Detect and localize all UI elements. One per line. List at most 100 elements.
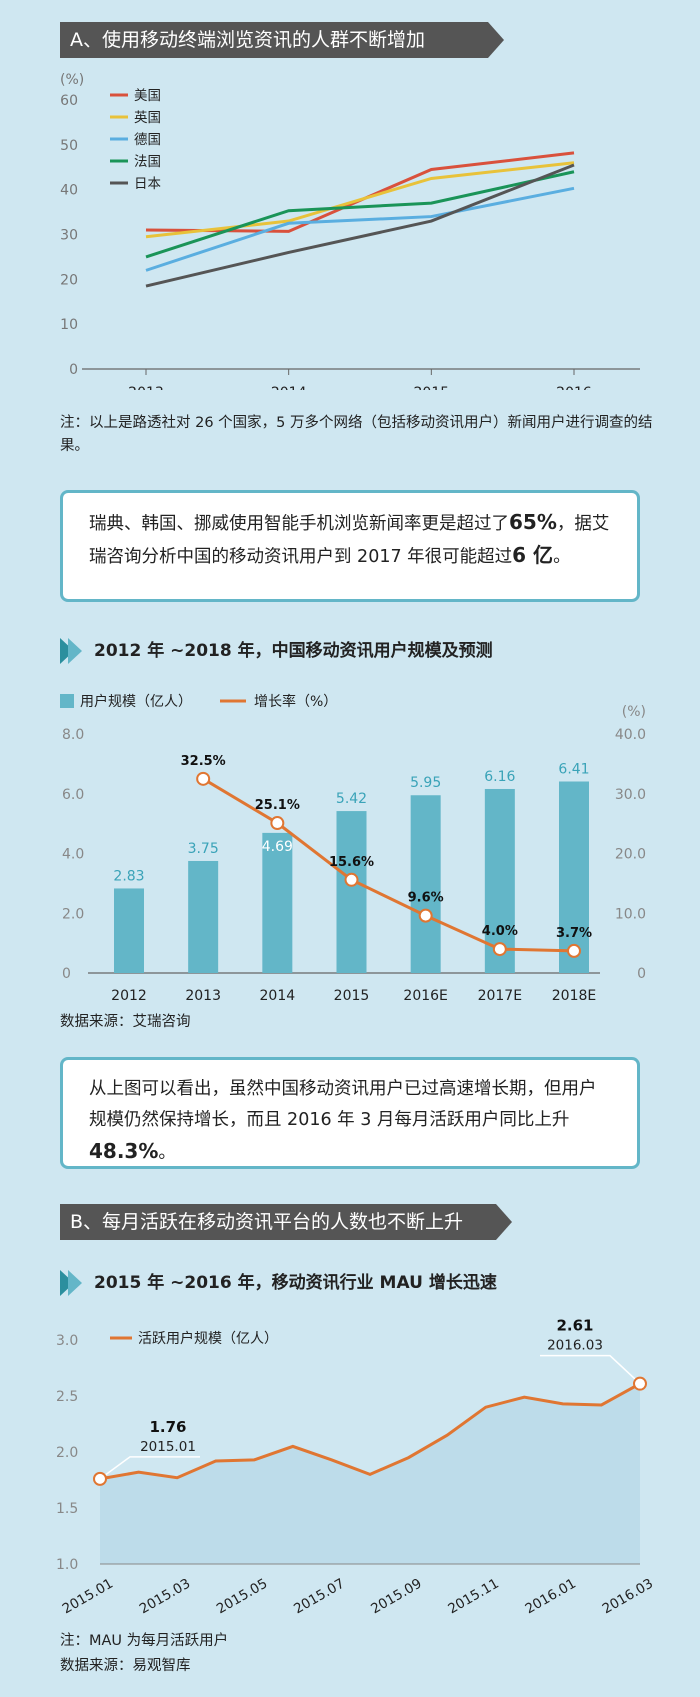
growth-point	[418, 908, 433, 923]
bar-value-label: 6.16	[484, 769, 515, 785]
start-date-label: 2015.01	[140, 1439, 196, 1455]
end-value-label: 2.61	[556, 1318, 593, 1335]
start-point	[93, 1471, 107, 1486]
x-tick-label: 2015.03	[137, 1576, 193, 1618]
legend-line-label: 增长率（%）	[254, 693, 337, 710]
x-tick-label: 2015.05	[214, 1576, 270, 1618]
bar-value-label: 4.69	[262, 839, 293, 855]
arrow-icon	[60, 1270, 82, 1296]
right-tick-label: 40.0	[615, 727, 646, 743]
growth-point	[492, 942, 507, 957]
y-tick-label: 30	[60, 228, 78, 244]
bar-value-label: 5.95	[410, 775, 441, 791]
growth-label: 3.7%	[556, 926, 592, 941]
growth-point	[270, 816, 285, 831]
countries-line-chart: (%) 0 10 20 30 40 50 60 2013 2014 2015 2016 美国英国德国法国…	[60, 72, 640, 390]
y-tick-label: 3.0	[56, 1333, 78, 1349]
growth-label: 15.6%	[329, 855, 374, 870]
bar-2014	[262, 832, 293, 973]
legend-label: 法国	[134, 154, 161, 170]
left-tick-label: 0	[62, 966, 71, 982]
x-tick-label: 2016.01	[523, 1576, 579, 1618]
legend-label: 日本	[134, 176, 161, 192]
bar-value-label: 3.75	[188, 841, 219, 857]
y-tick-label: 1.5	[56, 1501, 78, 1517]
x-tick-label: 2015.01	[60, 1576, 116, 1618]
start-value-label: 1.76	[149, 1418, 186, 1436]
y-tick-label: 60	[60, 93, 78, 109]
chart3-subtitle: 2015 年 ~2016 年，移动资讯行业 MAU 增长迅速	[60, 1268, 497, 1298]
chart1-note: 注：以上是路透社对 26 个国家，5 万多个网络（包括移动资讯用户）新闻用户进行…	[60, 415, 653, 454]
x-tick-label: 2015	[414, 385, 450, 390]
right-tick-label: 30.0	[615, 787, 646, 803]
x-tick-label: 2017E	[478, 988, 522, 1004]
bar-2013	[188, 860, 219, 973]
x-tick-label: 2015.07	[291, 1576, 347, 1618]
legend-label: 德国	[134, 132, 161, 148]
y-tick-label: 2.5	[56, 1389, 78, 1405]
chart3-note: 注：MAU 为每月活跃用户	[60, 1633, 229, 1649]
series-line-4	[145, 163, 575, 288]
series-line-1	[145, 161, 575, 239]
bar-value-label: 5.42	[336, 791, 367, 807]
bar-2015	[336, 811, 367, 973]
growth-label: 9.6%	[408, 891, 444, 906]
y-tick-label: 20	[60, 272, 78, 288]
y-tick-label: 50	[60, 138, 78, 154]
x-tick-label: 2013	[128, 385, 164, 390]
chart3-source: 数据来源：易观智库	[60, 1658, 191, 1674]
mau-line	[99, 1382, 641, 1481]
bar-2016E	[410, 795, 441, 973]
growth-point	[196, 771, 211, 786]
left-tick-label: 8.0	[62, 727, 84, 743]
x-tick-label: 2013	[185, 988, 221, 1004]
x-tick-label: 2012	[111, 988, 147, 1004]
growth-point	[567, 943, 581, 958]
y-tick-label: 10	[60, 317, 78, 333]
highlight-65-percent: 65%	[509, 510, 557, 534]
section-a-banner: A、使用移动终端浏览资讯的人群不断增加	[60, 22, 504, 58]
x-tick-label: 2016	[556, 385, 592, 390]
x-tick-label: 2016E	[403, 988, 447, 1004]
right-tick-label: 20.0	[615, 847, 646, 863]
growth-label: 25.1%	[255, 798, 300, 813]
growth-label: 4.0%	[482, 924, 518, 939]
legend-bar-label: 用户规模（亿人）	[80, 693, 192, 710]
section-b-banner: B、每月活跃在移动资讯平台的人数也不断上升	[60, 1204, 512, 1240]
highlight-48-percent: 48.3%	[89, 1139, 159, 1163]
section-a-title: A、使用移动终端浏览资讯的人群不断增加	[70, 29, 425, 51]
legend-label: 英国	[134, 109, 161, 126]
x-tick-label: 2016.03	[600, 1576, 656, 1618]
y-tick-label: 40	[60, 183, 78, 199]
legend-label: 活跃用户规模（亿人）	[138, 1330, 278, 1347]
arrow-icon	[60, 638, 82, 664]
y-unit-label: (%)	[60, 72, 84, 88]
y-tick-label: 2.0	[56, 1445, 78, 1461]
growth-label: 32.5%	[181, 754, 226, 769]
highlight-box-2: 从上图可以看出，虽然中国移动资讯用户已过高速增长期，但用户规模仍然保持增长，而且…	[60, 1057, 640, 1169]
x-tick-label: 2014	[271, 385, 307, 390]
right-tick-label: 10.0	[615, 906, 646, 922]
x-tick-label: 2018E	[552, 988, 596, 1004]
right-unit-label: (%)	[622, 704, 646, 720]
left-tick-label: 6.0	[62, 787, 84, 803]
x-tick-label: 2014	[260, 988, 296, 1004]
mau-area-chart: 活跃用户规模（亿人） 1.0 1.5 2.0 2.5 3.0 1.76 2015.01 2.61…	[56, 1318, 656, 1618]
y-tick-label: 1.0	[56, 1557, 78, 1573]
growth-point	[344, 872, 359, 887]
series-line-3	[145, 170, 575, 259]
series-line-2	[145, 186, 575, 272]
bar-value-label: 2.83	[113, 868, 144, 884]
y-tick-label: 0	[69, 362, 78, 378]
growth-line	[202, 777, 575, 953]
users-bar-line-chart: 用户规模（亿人） 增长率（%） (%) 0 2.0 4.0 6.0 8.0 0 10.0 20.0 3…	[60, 693, 646, 1004]
bar-2018E	[559, 781, 589, 973]
x-tick-label: 2015.11	[445, 1576, 501, 1618]
chart2-source: 数据来源：艾瑞咨询	[60, 1014, 191, 1030]
bar-2012	[114, 888, 144, 973]
x-tick-label: 2015	[334, 988, 370, 1004]
bar-value-label: 6.41	[558, 762, 589, 778]
start-callout-line	[99, 1456, 200, 1480]
chart2-subtitle: 2012 年 ~2018 年，中国移动资讯用户规模及预测	[60, 636, 493, 666]
right-tick-label: 0	[637, 966, 646, 982]
